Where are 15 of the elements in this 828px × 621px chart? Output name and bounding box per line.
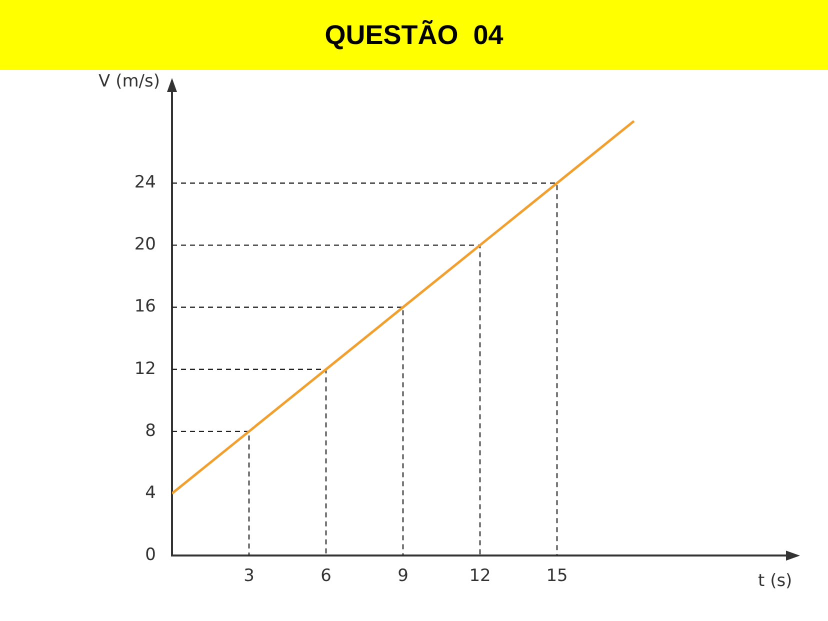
y-tick-label: 16 [134,296,156,317]
x-tick-label: 15 [546,566,568,586]
y-tick-label: 24 [134,172,156,193]
y-tick-label: 20 [134,234,156,255]
y-tick-label: 0 [145,545,156,566]
y-tick-label: 12 [134,358,156,379]
x-tick-label: 9 [398,566,408,586]
x-axis-title: t (s) [758,571,792,592]
y-axis-title: V (m/s) [98,71,160,92]
y-tick-label: 4 [145,482,156,503]
x-tick-label: 6 [320,566,332,586]
x-tick-label: 12 [469,566,491,586]
x-tick-label: 3 [244,566,254,586]
y-tick-label: 8 [145,420,156,441]
chart-title: QUESTÃO 04 [0,0,828,70]
